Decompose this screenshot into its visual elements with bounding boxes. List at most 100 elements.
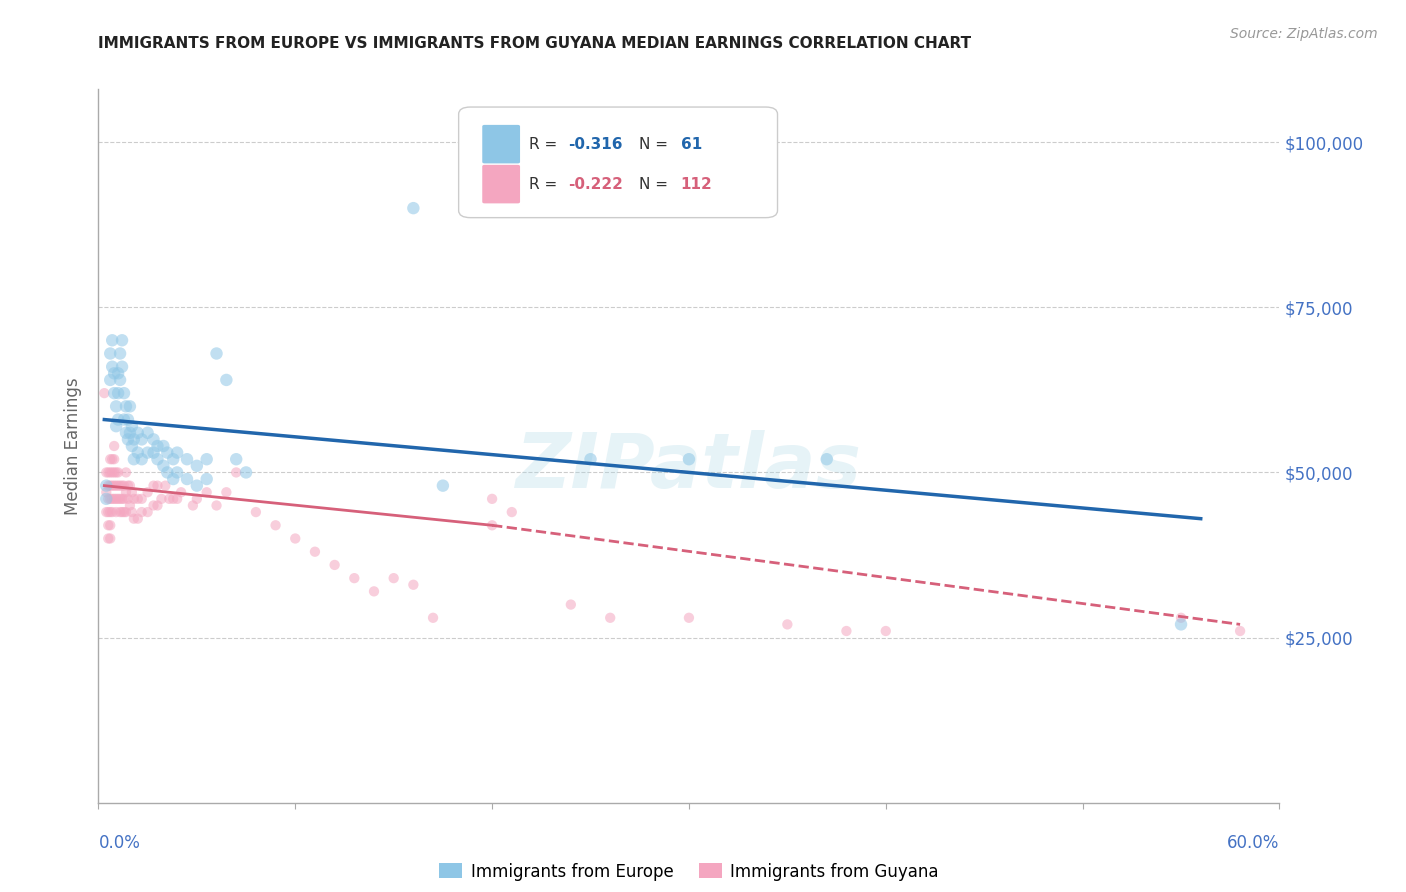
Point [170, 485, 193, 500]
Point [166, 491, 188, 506]
Point [108, 373, 131, 387]
Point [166, 445, 188, 459]
Point [131, 505, 153, 519]
Text: 60.0%: 60.0% [1227, 834, 1279, 852]
Point [115, 505, 138, 519]
Text: N =: N = [640, 136, 673, 152]
Point [186, 491, 208, 506]
Point [105, 400, 128, 414]
Point [101, 452, 124, 467]
Y-axis label: Median Earnings: Median Earnings [65, 377, 83, 515]
Point [97, 505, 120, 519]
Point [127, 425, 149, 440]
Point [111, 359, 134, 374]
Point [118, 499, 141, 513]
Point [215, 373, 238, 387]
Legend: Immigrants from Europe, Immigrants from Guyana: Immigrants from Europe, Immigrants from … [433, 856, 945, 888]
Point [98, 452, 121, 467]
Point [101, 505, 124, 519]
Point [117, 433, 139, 447]
Point [101, 478, 124, 492]
Point [195, 485, 218, 500]
Point [127, 445, 149, 459]
Point [121, 439, 143, 453]
Point [481, 518, 503, 533]
Point [101, 466, 124, 480]
Point [103, 367, 125, 381]
Point [103, 478, 125, 492]
Point [152, 439, 174, 453]
Point [678, 611, 700, 625]
Point [96, 491, 118, 506]
Point [112, 412, 135, 426]
Point [678, 452, 700, 467]
Point [97, 466, 120, 480]
Point [136, 485, 159, 500]
Point [101, 359, 124, 374]
Point [122, 452, 145, 467]
Point [162, 472, 184, 486]
Point [875, 624, 897, 638]
Point [136, 425, 159, 440]
Point [115, 485, 138, 500]
Point [225, 452, 247, 467]
Point [215, 485, 238, 500]
Point [363, 584, 385, 599]
Point [112, 478, 135, 492]
Point [105, 491, 128, 506]
Point [481, 491, 503, 506]
Point [142, 445, 165, 459]
Point [815, 452, 838, 467]
Point [155, 478, 177, 492]
Point [105, 419, 128, 434]
Point [835, 624, 858, 638]
Point [176, 472, 198, 486]
Point [97, 491, 120, 506]
Point [235, 466, 257, 480]
Point [98, 466, 121, 480]
Point [146, 499, 169, 513]
Point [136, 505, 159, 519]
Point [121, 419, 143, 434]
Point [96, 466, 118, 480]
Point [166, 466, 188, 480]
Point [156, 445, 179, 459]
Text: -0.316: -0.316 [568, 136, 623, 152]
Point [142, 478, 165, 492]
Point [127, 511, 149, 525]
Point [1170, 611, 1192, 625]
Point [112, 386, 135, 401]
Point [146, 478, 169, 492]
Point [97, 518, 120, 533]
Point [304, 545, 326, 559]
Point [98, 346, 121, 360]
Point [162, 452, 184, 467]
Point [579, 452, 602, 467]
Point [402, 201, 425, 215]
Point [146, 439, 169, 453]
Point [108, 346, 131, 360]
Text: 0.0%: 0.0% [98, 834, 141, 852]
Point [108, 491, 131, 506]
Point [157, 491, 180, 506]
Point [96, 485, 118, 500]
Point [118, 425, 141, 440]
Point [195, 472, 218, 486]
Point [1229, 624, 1251, 638]
Point [103, 452, 125, 467]
Point [560, 598, 582, 612]
Point [112, 505, 135, 519]
Text: 112: 112 [681, 177, 713, 192]
Point [245, 505, 267, 519]
Point [776, 617, 799, 632]
Point [146, 452, 169, 467]
Point [103, 491, 125, 506]
Point [152, 458, 174, 473]
Point [108, 478, 131, 492]
FancyBboxPatch shape [458, 107, 778, 218]
Point [103, 439, 125, 453]
Text: -0.222: -0.222 [568, 177, 623, 192]
Point [117, 412, 139, 426]
Point [115, 466, 138, 480]
Point [97, 532, 120, 546]
